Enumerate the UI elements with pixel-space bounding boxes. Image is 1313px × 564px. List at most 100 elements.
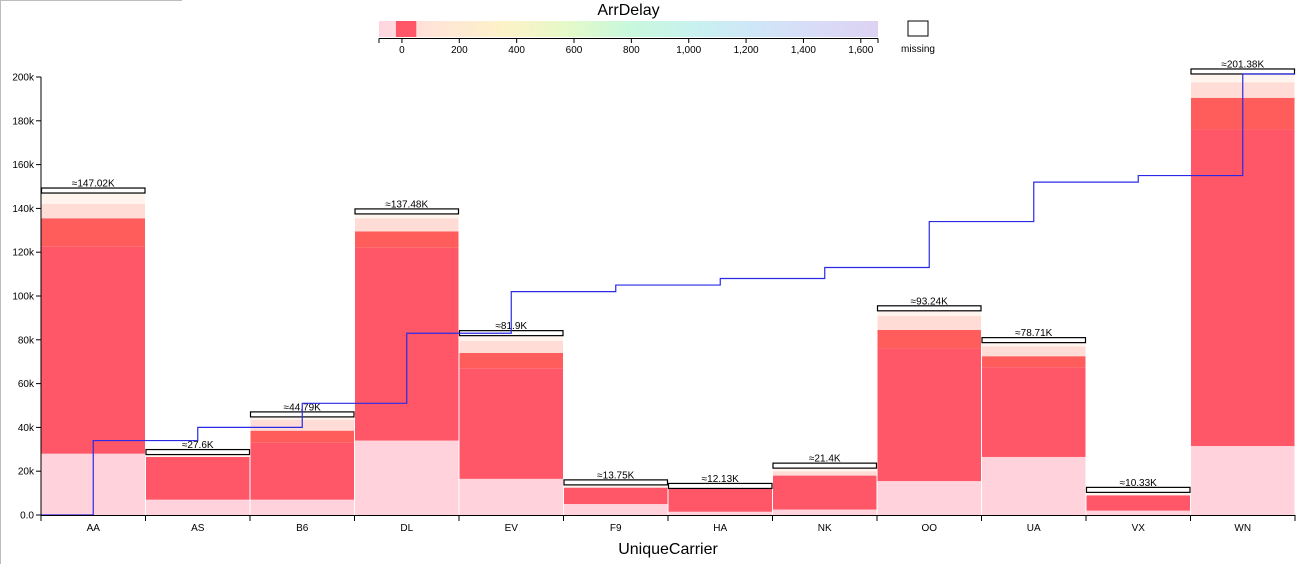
bar-total-box-NK xyxy=(772,462,878,469)
bar-total-label-F9: ≈13.75K xyxy=(597,470,635,481)
x-tick-label-AS: AS xyxy=(191,523,205,534)
bar-segment-DL-4 xyxy=(355,213,459,219)
x-axis: AA AS B6 DL EV F9 HA NK OO UA VX WN UniqueCarrier xyxy=(40,515,1296,558)
bar-total-label-HA: ≈12.13K xyxy=(702,474,740,485)
bar-total-label-NK: ≈21.4K xyxy=(809,454,841,465)
x-tick-label-UA: UA xyxy=(1027,523,1041,534)
bar-segment-WN-1 xyxy=(1191,129,1295,447)
y-tick-label-7: 140k xyxy=(12,204,35,215)
legend-tick-label-2: 400 xyxy=(508,45,525,56)
x-tick-label-B6: B6 xyxy=(296,523,309,534)
x-tick-label-AA: AA xyxy=(87,523,101,534)
legend-tick-label-0: 0 xyxy=(399,45,405,56)
bar-segment-AA-4 xyxy=(41,193,145,205)
legend-tick-label-4: 800 xyxy=(623,45,640,56)
plot-area: ≈147.02K≈27.6K≈44.79K≈137.48K≈81.9K≈13.7… xyxy=(40,59,1296,516)
bar-segment-EV-1 xyxy=(459,368,563,479)
bar-segment-DL-3 xyxy=(355,218,459,232)
bar-segment-EV-2 xyxy=(459,352,563,369)
bar-segment-VX-1 xyxy=(1086,495,1190,511)
x-tick-label-F9: F9 xyxy=(610,523,622,534)
bar-segment-AS-0 xyxy=(146,499,250,515)
y-tick-label-10: 200k xyxy=(12,73,35,84)
bar-segment-AA-1 xyxy=(41,246,145,454)
y-tick-label-8: 160k xyxy=(12,160,35,171)
bar-segment-OO-3 xyxy=(877,315,981,330)
y-axis: 0.0 20k 40k 60k 80k 100k 120k 140k 160k 180k 200k xyxy=(12,73,42,522)
bar-segment-DL-0 xyxy=(355,440,459,515)
legend-missing-label: missing xyxy=(901,44,935,55)
bar-segment-B6-2 xyxy=(250,430,354,443)
color-legend: ArrDelay 0 200 400 600 800 1,000 1,200 1,400 1,60… xyxy=(378,2,935,56)
x-tick-label-OO: OO xyxy=(921,523,937,534)
y-tick-label-5: 100k xyxy=(12,292,35,303)
bar-segment-AA-3 xyxy=(41,204,145,219)
x-tick-label-WN: WN xyxy=(1234,523,1251,534)
bar-segment-HA-1 xyxy=(668,488,772,512)
bar-segment-OO-2 xyxy=(877,329,981,349)
legend-tick-label-8: 1,600 xyxy=(848,45,873,56)
bar-segment-AS-4 xyxy=(146,454,250,457)
bar-segment-EV-3 xyxy=(459,340,563,353)
bar-segment-DL-2 xyxy=(355,231,459,248)
bar-segment-UA-0 xyxy=(982,456,1086,515)
y-tick-label-4: 80k xyxy=(18,335,35,346)
bar-segment-AA-2 xyxy=(41,218,145,247)
bar-total-box-UA xyxy=(981,337,1087,344)
legend-tick-label-7: 1,400 xyxy=(791,45,816,56)
bar-segment-OO-4 xyxy=(877,310,981,316)
bar-segment-UA-4 xyxy=(982,342,1086,347)
x-tick-label-HA: HA xyxy=(713,523,727,534)
x-tick-label-VX: VX xyxy=(1132,523,1146,534)
legend-tick-label-3: 600 xyxy=(566,45,583,56)
bar-total-label-VX: ≈10.33K xyxy=(1120,478,1158,489)
bar-total-box-HA xyxy=(667,482,773,490)
bar-total-label-OO: ≈93.24K xyxy=(911,296,949,307)
bar-segment-OO-1 xyxy=(877,348,981,482)
legend-selected-band xyxy=(395,21,417,37)
y-tick-label-3: 60k xyxy=(18,379,35,390)
bar-segment-UA-3 xyxy=(982,346,1086,357)
bar-total-box-AS xyxy=(145,448,251,456)
x-axis-title: UniqueCarrier xyxy=(618,541,718,558)
left-frame-line xyxy=(0,0,1,564)
bar-segment-EV-4 xyxy=(459,335,563,341)
legend-missing-swatch xyxy=(907,20,929,37)
bar-total-label-UA: ≈78.71K xyxy=(1015,328,1053,339)
bar-segment-OO-0 xyxy=(877,481,981,515)
bar-segment-NK-4 xyxy=(773,468,877,472)
bar-total-label-AS: ≈27.6K xyxy=(182,440,214,451)
legend-tick-label-6: 1,200 xyxy=(734,45,759,56)
bar-segment-UA-2 xyxy=(982,356,1086,368)
bar-segment-EV-0 xyxy=(459,478,563,515)
x-tick-label-NK: NK xyxy=(818,523,832,534)
bar-segment-VX-4 xyxy=(1086,492,1190,496)
legend-title: ArrDelay xyxy=(597,2,659,19)
bar-segment-B6-0 xyxy=(250,499,354,515)
bar-segment-NK-3 xyxy=(773,471,877,476)
bar-segment-UA-1 xyxy=(982,367,1086,457)
bar-segment-NK-0 xyxy=(773,509,877,515)
cumulative-step-line xyxy=(41,73,1295,516)
bar-segment-F9-0 xyxy=(564,504,668,515)
bar-segment-F9-1 xyxy=(564,487,668,505)
bar-segment-F9-4 xyxy=(564,484,668,488)
x-tick-label-DL: DL xyxy=(400,523,413,534)
y-tick-label-9: 180k xyxy=(12,116,35,127)
bar-segment-HA-0 xyxy=(668,511,772,515)
y-tick-label-2: 40k xyxy=(18,423,35,434)
x-tick-label-EV: EV xyxy=(505,523,519,534)
bar-segment-B6-1 xyxy=(250,442,354,500)
bar-segment-AS-1 xyxy=(146,456,250,500)
bar-total-label-AA: ≈147.02K xyxy=(72,179,115,190)
top-left-frame-line xyxy=(0,0,182,1)
bar-segment-WN-0 xyxy=(1191,446,1295,515)
legend-tick-label-1: 200 xyxy=(451,45,468,56)
bar-total-label-DL: ≈137.48K xyxy=(385,199,428,210)
bar-total-box-VX xyxy=(1085,486,1191,493)
bar-segment-NK-1 xyxy=(773,475,877,510)
bar-total-label-WN: ≈201.38K xyxy=(1221,59,1264,70)
bar-total-box-OO xyxy=(876,305,982,312)
y-tick-label-0: 0.0 xyxy=(20,511,34,522)
